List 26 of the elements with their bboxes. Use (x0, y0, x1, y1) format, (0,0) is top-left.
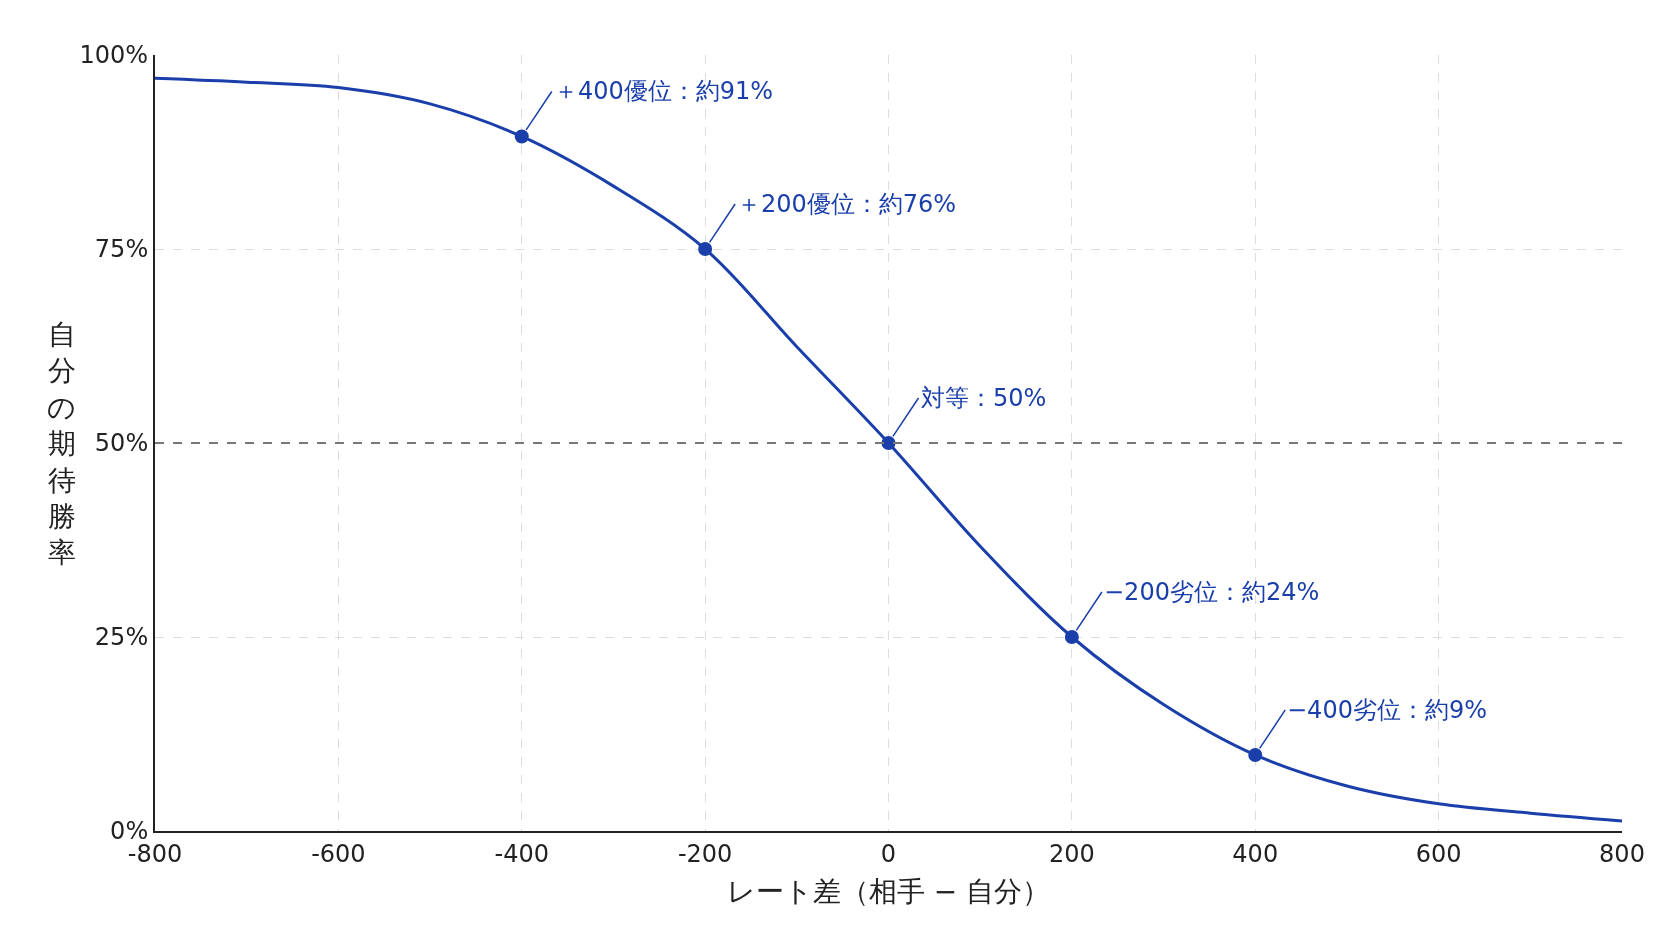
point (1248, 747, 1263, 762)
y-tick-label: 100% (79, 41, 149, 70)
annotation: ＋200優位：約76% (737, 190, 957, 218)
x-tick-label: -600 (311, 839, 366, 868)
annotation: ＋400優位：約91% (554, 77, 774, 105)
point (1064, 630, 1079, 644)
x-tick-label: 0 (880, 839, 897, 868)
y-tick-label: 25% (94, 623, 149, 652)
x-tick-label: -200 (677, 839, 733, 868)
x-tick-label: 600 (1415, 839, 1462, 868)
y-tick-label: 75% (94, 235, 149, 264)
x-tick-label: 400 (1232, 839, 1279, 868)
point (881, 436, 896, 450)
x-tick-label: 800 (1599, 839, 1645, 868)
annotation: −200劣位：約24% (1104, 578, 1320, 606)
line-series (155, 76, 1622, 823)
y-axis-title: 自分の期待勝率 (47, 318, 76, 570)
annotation: −400劣位：約9% (1287, 696, 1487, 724)
x-tick-label: -400 (494, 839, 549, 868)
point (514, 129, 529, 144)
point (698, 242, 713, 256)
x-tick-label: 200 (1048, 839, 1095, 868)
x-tick-label: -800 (127, 839, 183, 868)
y-tick-label: 50% (94, 429, 149, 458)
annotation: 対等：50% (921, 384, 1047, 412)
x-axis-title: レート差（相手 − 自分） (726, 875, 1051, 909)
